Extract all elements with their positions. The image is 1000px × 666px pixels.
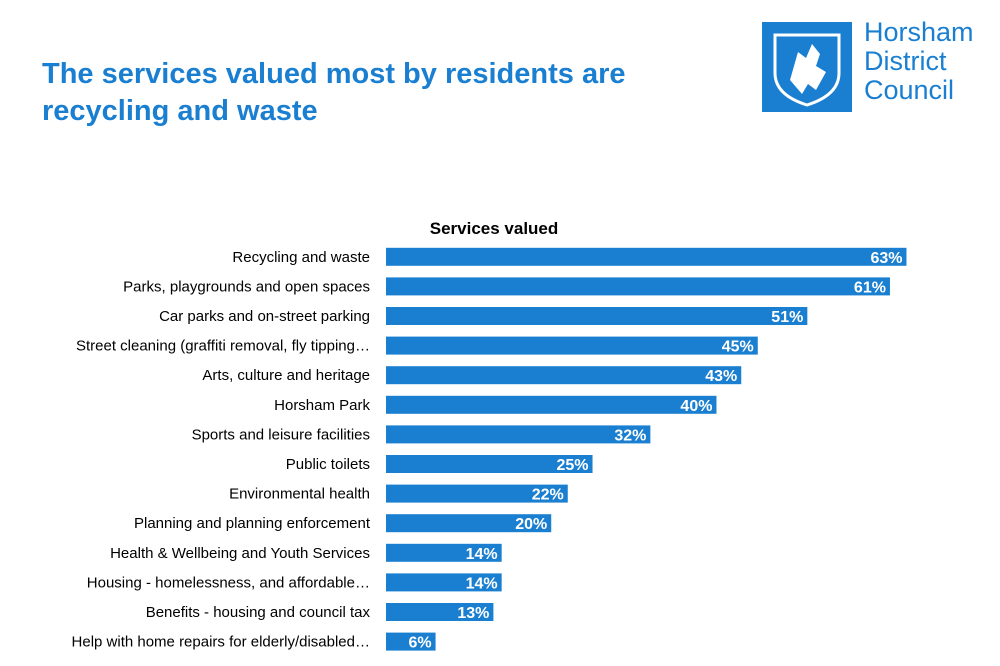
- bar: [386, 395, 717, 414]
- logo: Horsham District Council: [762, 17, 974, 112]
- data-label: 6%: [408, 635, 431, 652]
- bar: [386, 247, 907, 266]
- category-label: Horsham Park: [274, 397, 370, 414]
- chart-title: Services valued: [430, 219, 559, 238]
- data-label: 14%: [466, 546, 498, 563]
- bar: [386, 336, 758, 355]
- bar: [386, 632, 436, 651]
- bar: [386, 307, 808, 325]
- bar: [386, 425, 651, 444]
- category-label: Benefits - housing and council tax: [146, 604, 371, 621]
- category-label: Environmental health: [229, 486, 370, 503]
- data-label: 61%: [854, 279, 886, 296]
- bar: [386, 543, 502, 562]
- data-label: 40%: [680, 398, 712, 415]
- data-label: 25%: [557, 457, 589, 474]
- logo-text: Council: [864, 75, 954, 105]
- category-label: Street cleaning (graffiti removal, fly t…: [76, 338, 370, 355]
- bar: [386, 514, 552, 533]
- category-label: Sports and leisure facilities: [192, 426, 370, 443]
- bar: [386, 366, 742, 385]
- logo-text: Horsham: [864, 17, 974, 47]
- bar: [386, 277, 890, 296]
- category-label: Planning and planning enforcement: [134, 515, 371, 532]
- data-label: 13%: [457, 605, 489, 622]
- category-label: Recycling and waste: [232, 249, 370, 266]
- category-label: Help with home repairs for elderly/disab…: [72, 634, 370, 651]
- bar: [386, 573, 502, 592]
- data-label: 20%: [515, 516, 547, 533]
- category-label: Public toilets: [286, 456, 370, 473]
- category-label: Housing - homelessness, and affordable…: [87, 574, 370, 591]
- bar: [386, 603, 494, 621]
- data-label: 63%: [870, 250, 902, 267]
- data-label: 14%: [466, 575, 498, 592]
- bar: [386, 484, 568, 503]
- category-label: Health & Wellbeing and Youth Services: [110, 545, 370, 562]
- category-label: Parks, playgrounds and open spaces: [123, 278, 370, 295]
- category-label: Arts, culture and heritage: [202, 367, 370, 384]
- data-label: 22%: [532, 487, 564, 504]
- data-label: 51%: [771, 309, 803, 326]
- logo-text: District: [864, 46, 947, 76]
- data-label: 43%: [705, 368, 737, 385]
- data-label: 32%: [614, 427, 646, 444]
- category-label: Car parks and on-street parking: [159, 308, 370, 325]
- bar: [386, 455, 593, 473]
- logo-shield: [773, 33, 841, 107]
- slide-title: The services valued most by residents ar…: [42, 58, 626, 127]
- data-label: 45%: [722, 339, 754, 356]
- logo-lion: [790, 44, 826, 94]
